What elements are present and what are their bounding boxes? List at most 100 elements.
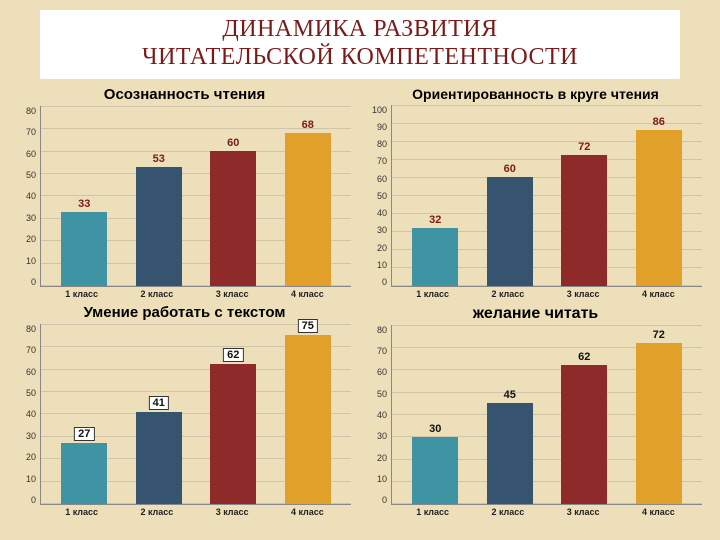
y-tick: 0 — [18, 277, 36, 287]
bar: 45 — [487, 403, 533, 504]
y-tick: 70 — [369, 346, 387, 356]
y-tick: 30 — [18, 213, 36, 223]
y-tick: 60 — [18, 149, 36, 159]
chart-title: Осознанность чтения — [18, 87, 351, 104]
x-axis: 1 класс2 класс3 класс4 класс — [18, 505, 351, 517]
x-tick-label: 4 класс — [621, 507, 696, 517]
bar-value-label: 86 — [653, 116, 665, 128]
y-tick: 80 — [18, 106, 36, 116]
y-tick: 20 — [18, 452, 36, 462]
bar-slot: 62 — [547, 325, 622, 504]
bar: 72 — [636, 343, 682, 504]
bar: 72 — [561, 155, 607, 286]
page: ДИНАМИКА РАЗВИТИЯ ЧИТАТЕЛЬСКОЙ КОМПЕТЕНТ… — [0, 0, 720, 540]
x-tick-label: 3 класс — [195, 507, 270, 517]
y-tick: 40 — [369, 208, 387, 218]
y-tick: 70 — [18, 345, 36, 355]
bar-slot: 33 — [47, 106, 122, 287]
y-tick: 50 — [18, 170, 36, 180]
y-tick: 40 — [18, 409, 36, 419]
chart-umenie: Умение работать с текстом010203040506070… — [18, 305, 351, 517]
y-tick: 40 — [369, 410, 387, 420]
bar-value-label: 75 — [298, 319, 318, 333]
y-tick: 50 — [18, 388, 36, 398]
y-axis: 0 10 20 30 40 50 60 70 80 — [18, 106, 40, 288]
bar-slot: 72 — [622, 325, 697, 504]
bar: 32 — [412, 228, 458, 286]
bar-slot: 75 — [271, 324, 346, 505]
y-tick: 60 — [369, 174, 387, 184]
title-line-1: ДИНАМИКА РАЗВИТИЯ — [222, 16, 497, 42]
bar-value-label: 60 — [227, 137, 239, 149]
x-axis: 1 класс2 класс3 класс4 класс — [18, 287, 351, 299]
x-tick-label: 1 класс — [395, 289, 470, 299]
bar: 68 — [285, 133, 331, 286]
bar-value-label: 60 — [504, 163, 516, 175]
bar-value-label: 72 — [578, 141, 590, 153]
y-axis: 01020304050607080 — [18, 324, 40, 506]
bar-value-label: 45 — [504, 389, 516, 401]
bar: 75 — [285, 335, 331, 504]
chart-title: желание читать — [369, 305, 702, 323]
x-axis: 1 класс2 класс3 класс4 класс — [369, 287, 702, 299]
x-axis: 1 класс2 класс3 класс4 класс — [369, 505, 702, 517]
page-title: ДИНАМИКА РАЗВИТИЯ ЧИТАТЕЛЬСКОЙ КОМПЕТЕНТ… — [50, 16, 670, 71]
bar-slot: 27 — [47, 324, 122, 505]
bar: 62 — [561, 365, 607, 504]
plot-area: 27 41 6275 — [40, 324, 351, 506]
bar-slot: 45 — [473, 325, 548, 504]
bar-slot: 30 — [398, 325, 473, 504]
y-tick: 60 — [369, 367, 387, 377]
y-tick: 40 — [18, 191, 36, 201]
x-tick-label: 3 класс — [546, 507, 621, 517]
y-tick: 30 — [369, 225, 387, 235]
bar-value-label: 33 — [78, 198, 90, 210]
plot-area: 30456272 — [391, 325, 702, 505]
y-tick: 70 — [18, 127, 36, 137]
bar: 60 — [210, 151, 256, 286]
y-tick: 90 — [369, 122, 387, 132]
y-tick: 50 — [369, 389, 387, 399]
bar: 27 — [61, 443, 107, 504]
y-tick: 30 — [369, 431, 387, 441]
y-tick: 80 — [369, 139, 387, 149]
x-tick-label: 1 класс — [395, 507, 470, 517]
y-tick: 20 — [18, 234, 36, 244]
y-tick: 10 — [18, 256, 36, 266]
y-tick: 20 — [369, 453, 387, 463]
y-tick: 80 — [18, 324, 36, 334]
y-tick: 0 — [18, 495, 36, 505]
x-tick-label: 1 класс — [44, 507, 119, 517]
plot-area: 33536068 — [40, 106, 351, 288]
bar-slot: 60 — [473, 105, 548, 287]
y-tick: 30 — [18, 431, 36, 441]
x-tick-label: 2 класс — [470, 289, 545, 299]
chart-title: Ориентированность в круге чтения — [369, 87, 702, 102]
bar-value-label: 62 — [578, 351, 590, 363]
y-tick: 0 — [369, 277, 387, 287]
bar-slot: 72 — [547, 105, 622, 287]
bar: 60 — [487, 177, 533, 286]
x-tick-label: 2 класс — [470, 507, 545, 517]
y-tick: 80 — [369, 325, 387, 335]
x-tick-label: 4 класс — [270, 507, 345, 517]
plot-area: 32 60 72 86 — [391, 105, 702, 288]
y-tick: 60 — [18, 367, 36, 377]
bar: 53 — [136, 167, 182, 287]
x-tick-label: 4 класс — [621, 289, 696, 299]
bar-slot: 62 — [196, 324, 271, 505]
chart-orientirovannost: Ориентированность в круге чтения01020304… — [369, 87, 702, 299]
y-tick: 20 — [369, 243, 387, 253]
y-axis: 0 10 20 30 40 50 60 70 80 — [369, 325, 391, 505]
y-tick: 10 — [369, 474, 387, 484]
bar: 33 — [61, 212, 107, 286]
bar-slot: 60 — [196, 106, 271, 287]
chart-osoznannost: Осознанность чтения 0 10 20 30 40 50 60 70 80 33 53… — [18, 87, 351, 299]
bar-slot: 32 — [398, 105, 473, 287]
y-tick: 0 — [369, 495, 387, 505]
bar-value-label: 53 — [153, 153, 165, 165]
bar-value-label: 68 — [302, 119, 314, 131]
y-tick: 100 — [369, 105, 387, 115]
y-axis: 0102030405060708090100 — [369, 105, 391, 288]
bar-value-label: 41 — [149, 396, 169, 410]
